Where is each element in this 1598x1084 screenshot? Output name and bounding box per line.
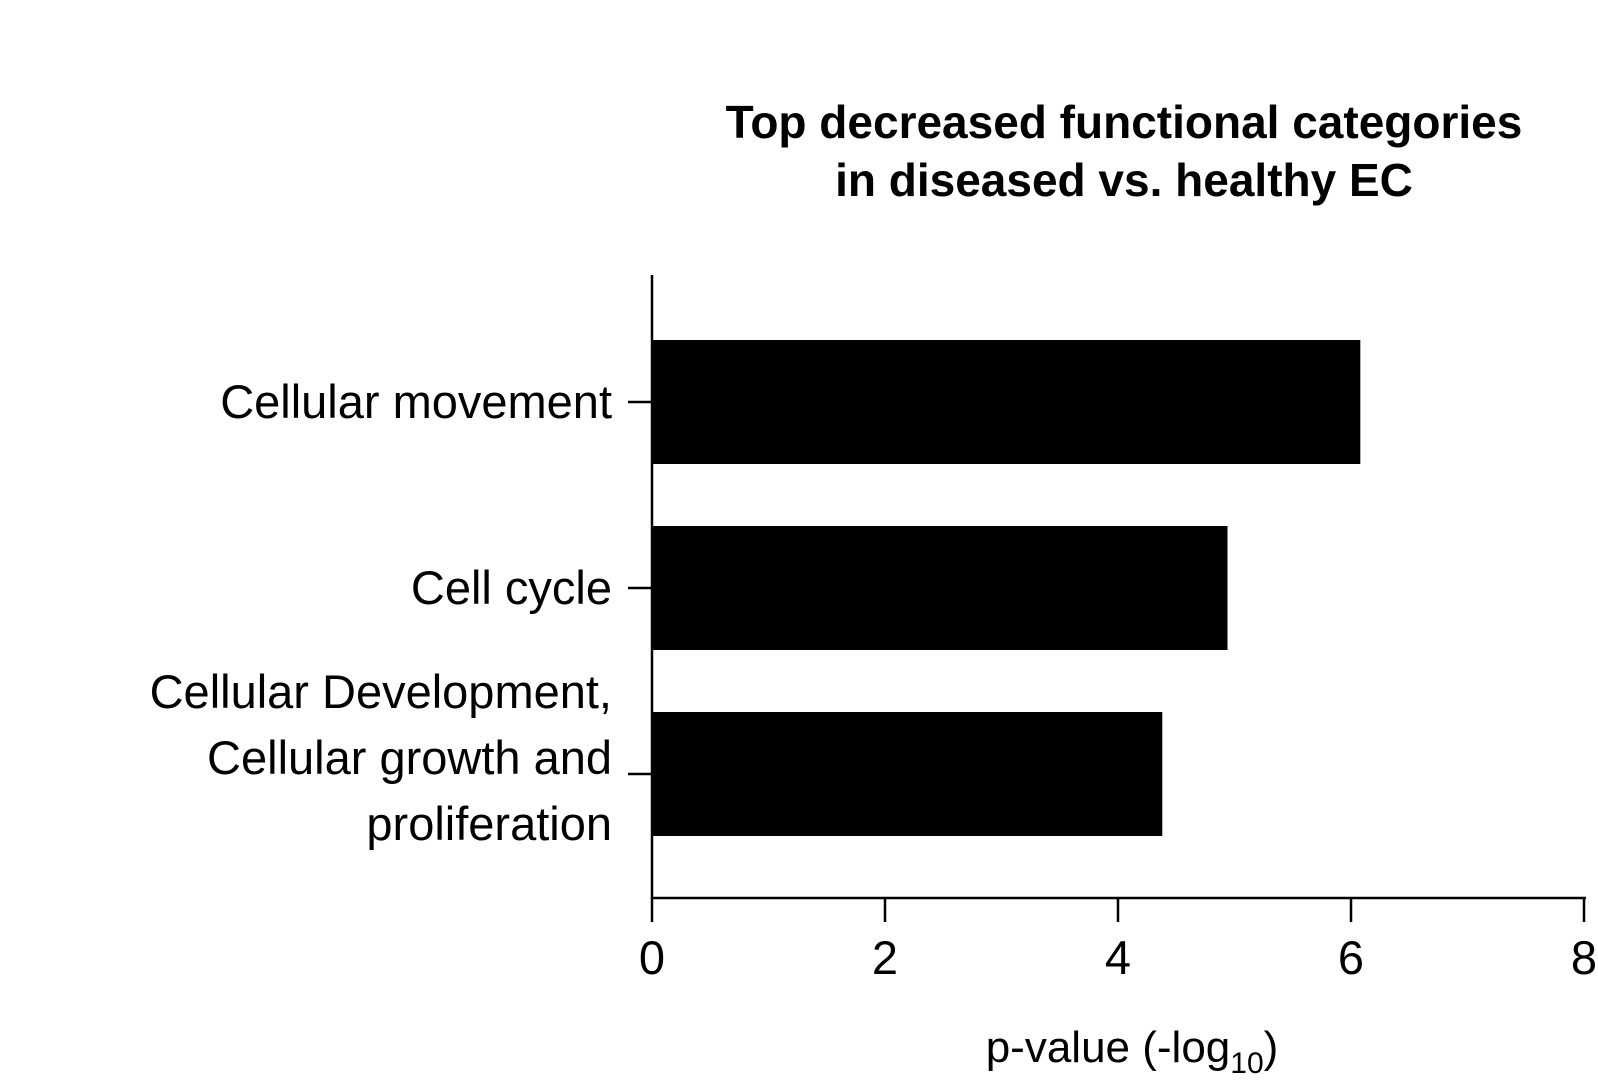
x-tick-label-2: 2	[872, 931, 898, 984]
bar-development	[652, 712, 1163, 836]
category-label-development-line-1: Cellular Development,	[150, 665, 612, 718]
x-tick-label-0: 0	[639, 931, 665, 984]
bar-cycle	[652, 526, 1228, 650]
plot-area: Cellular movement Cell cycle Cellular Deve…	[150, 340, 1597, 984]
bar-movement	[652, 340, 1361, 464]
category-label-movement: Cellular movement	[220, 375, 612, 428]
category-label-development-line-2: Cellular growth and	[207, 731, 612, 784]
x-tick-label-4: 4	[1105, 931, 1131, 984]
x-axis-label-close: )	[1264, 1023, 1279, 1072]
x-axis-label: p-value (-log10)	[986, 1023, 1279, 1080]
x-axis-label-subscript: 10	[1230, 1047, 1263, 1080]
x-tick-label-8: 8	[1571, 931, 1597, 984]
x-axis-label-main: p-value (-log	[986, 1023, 1231, 1072]
chart-title-line-1: Top decreased functional categories	[726, 96, 1523, 148]
category-label-development-line-3: proliferation	[366, 797, 612, 850]
category-label-cycle: Cell cycle	[411, 561, 612, 614]
chart-title-line-2: in diseased vs. healthy EC	[835, 154, 1413, 206]
x-tick-label-6: 6	[1338, 931, 1364, 984]
